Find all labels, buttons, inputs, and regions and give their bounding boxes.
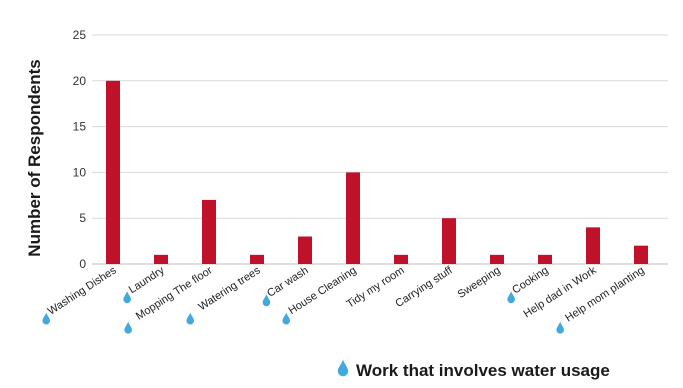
y-axis-label: Number of Respondents [25, 59, 44, 256]
bar [250, 254, 264, 264]
bar [394, 254, 408, 264]
bar [634, 245, 648, 264]
y-tick-label: 25 [73, 28, 87, 42]
water-drop-icon [556, 321, 564, 334]
x-tick-label: Washing Dishes [46, 264, 119, 317]
y-tick-label: 5 [79, 211, 86, 225]
bar [106, 80, 120, 264]
water-drop-icon [337, 359, 349, 377]
water-drop-icon [124, 321, 132, 334]
y-tick-labels: 0 5 10 15 20 25 [73, 28, 87, 271]
bar [538, 254, 552, 264]
water-drop-icon [262, 294, 271, 307]
bar [298, 236, 312, 264]
x-tick-label: Cooking [510, 264, 550, 296]
bars [106, 80, 648, 264]
water-drop-icon [42, 312, 51, 325]
legend-note: Work that involves water usage [337, 359, 610, 380]
x-tick-label: Sweeping [456, 264, 503, 300]
y-tick-label: 10 [73, 165, 87, 179]
bar [442, 218, 456, 264]
y-tick-label: 15 [73, 120, 87, 134]
legend-note-text: Work that involves water usage [356, 361, 610, 380]
water-drop-icon [282, 312, 291, 325]
water-drop-icon [123, 291, 131, 304]
bar [586, 227, 600, 264]
x-tick-label: Laundry [127, 264, 167, 296]
gridlines [92, 34, 668, 265]
y-tick-label: 20 [73, 74, 87, 88]
bar [154, 254, 168, 264]
water-drop-icon [507, 291, 515, 304]
bar [202, 199, 216, 264]
water-drop-icon [186, 312, 195, 325]
y-tick-label: 0 [79, 257, 86, 271]
bar [490, 254, 504, 264]
bar [346, 172, 360, 264]
x-tick-label: Help mom planting [563, 264, 646, 324]
x-tick-label: Car wash [265, 264, 311, 299]
